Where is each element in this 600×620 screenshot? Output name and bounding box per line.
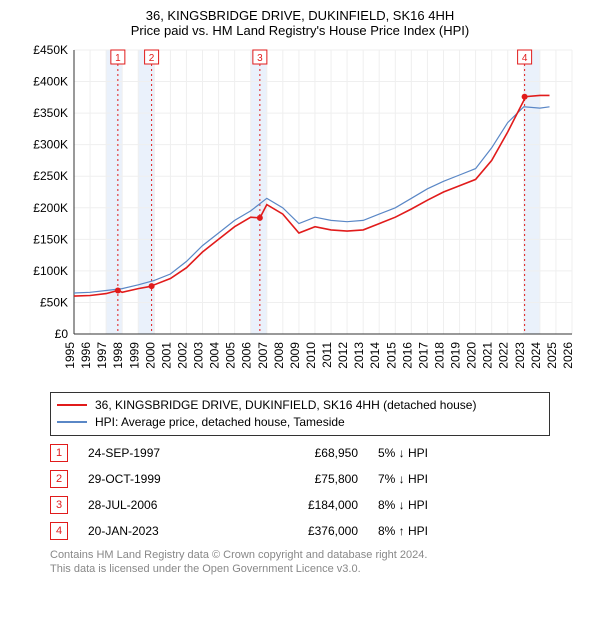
event-row: 1 24-SEP-1997 £68,950 5% ↓ HPI	[50, 444, 550, 462]
sale-point	[522, 94, 528, 100]
x-tick-label: 1995	[63, 342, 77, 369]
y-tick-label: £450K	[33, 44, 68, 57]
event-date: 24-SEP-1997	[88, 446, 228, 460]
chart-svg: £0 £50K £100K £150K £200K £250K £300K £350K £400…	[20, 44, 580, 384]
x-tick-label: 2004	[208, 342, 222, 369]
footer-line: Contains HM Land Registry data © Crown c…	[50, 548, 550, 562]
legend: 36, KINGSBRIDGE DRIVE, DUKINFIELD, SK16 …	[50, 392, 550, 436]
events-table: 1 24-SEP-1997 £68,950 5% ↓ HPI 2 29-OCT-1999 £…	[50, 444, 550, 540]
event-marker-number: 2	[149, 53, 155, 64]
event-row: 3 28-JUL-2006 £184,000 8% ↓ HPI	[50, 496, 550, 514]
x-tick-label: 2019	[449, 342, 463, 369]
x-tick-label: 2000	[143, 342, 157, 369]
legend-row: HPI: Average price, detached house, Tame…	[57, 414, 543, 431]
event-price: £376,000	[248, 524, 358, 538]
x-tick-label: 2016	[400, 342, 414, 369]
x-tick-label: 2008	[272, 342, 286, 369]
chart: £0 £50K £100K £150K £200K £250K £300K £350K £400…	[20, 44, 580, 384]
x-tick-label: 2010	[304, 342, 318, 369]
x-tick-label: 1998	[111, 342, 125, 369]
x-tick-label: 2024	[529, 342, 543, 369]
y-tick-label: £400K	[33, 75, 68, 89]
y-tick-label: £100K	[33, 264, 68, 278]
legend-label: HPI: Average price, detached house, Tame…	[95, 414, 345, 431]
x-tick-label: 2007	[256, 342, 270, 369]
x-tick-label: 1997	[95, 342, 109, 369]
x-tick-label: 2013	[352, 342, 366, 369]
y-tick-label: £250K	[33, 169, 68, 183]
event-number-box: 4	[50, 522, 68, 540]
y-tick-label: £200K	[33, 201, 68, 215]
y-tick-label: £300K	[33, 138, 68, 152]
event-hpi-diff: 8% ↑ HPI	[378, 524, 428, 538]
footer: Contains HM Land Registry data © Crown c…	[50, 548, 550, 577]
y-tick-label: £0	[55, 327, 69, 341]
legend-row: 36, KINGSBRIDGE DRIVE, DUKINFIELD, SK16 …	[57, 397, 543, 414]
x-tick-label: 2005	[224, 342, 238, 369]
event-hpi-diff: 7% ↓ HPI	[378, 472, 428, 486]
x-tick-label: 2011	[320, 342, 334, 368]
event-number-box: 3	[50, 496, 68, 514]
x-tick-label: 1996	[79, 342, 93, 369]
legend-label: 36, KINGSBRIDGE DRIVE, DUKINFIELD, SK16 …	[95, 397, 476, 414]
sale-point	[115, 287, 121, 293]
sale-point	[257, 215, 263, 221]
x-tick-label: 2026	[561, 342, 575, 369]
x-tick-label: 2023	[513, 342, 527, 369]
x-tick-label: 2002	[175, 342, 189, 369]
x-tick-label: 2003	[192, 342, 206, 369]
legend-swatch	[57, 404, 87, 406]
x-tick-label: 1999	[127, 342, 141, 369]
event-date: 28-JUL-2006	[88, 498, 228, 512]
event-date: 29-OCT-1999	[88, 472, 228, 486]
event-date: 20-JAN-2023	[88, 524, 228, 538]
shaded-band	[138, 50, 154, 334]
x-tick-label: 2015	[384, 342, 398, 369]
event-marker-number: 4	[522, 53, 528, 64]
y-tick-label: £350K	[33, 106, 68, 120]
x-tick-label: 2021	[481, 342, 495, 369]
x-tick-label: 2014	[368, 342, 382, 369]
event-price: £68,950	[248, 446, 358, 460]
event-number-box: 2	[50, 470, 68, 488]
event-hpi-diff: 8% ↓ HPI	[378, 498, 428, 512]
x-tick-label: 2017	[416, 342, 430, 369]
x-tick-label: 2025	[545, 342, 559, 369]
title-line1: 36, KINGSBRIDGE DRIVE, DUKINFIELD, SK16 …	[10, 8, 590, 23]
sale-point	[149, 283, 155, 289]
title-line2: Price paid vs. HM Land Registry's House …	[10, 23, 590, 38]
event-marker-number: 1	[115, 53, 121, 64]
y-tick-label: £50K	[40, 295, 68, 309]
event-price: £75,800	[248, 472, 358, 486]
x-tick-label: 2006	[240, 342, 254, 369]
x-tick-label: 2022	[497, 342, 511, 369]
legend-swatch	[57, 421, 87, 423]
event-row: 2 29-OCT-1999 £75,800 7% ↓ HPI	[50, 470, 550, 488]
event-row: 4 20-JAN-2023 £376,000 8% ↑ HPI	[50, 522, 550, 540]
x-tick-label: 2020	[465, 342, 479, 369]
event-price: £184,000	[248, 498, 358, 512]
footer-line: This data is licensed under the Open Gov…	[50, 562, 550, 576]
x-tick-label: 2012	[336, 342, 350, 369]
x-tick-label: 2018	[432, 342, 446, 369]
y-tick-label: £150K	[33, 232, 68, 246]
event-marker-number: 3	[257, 53, 263, 64]
event-hpi-diff: 5% ↓ HPI	[378, 446, 428, 460]
shaded-band	[524, 50, 540, 334]
shaded-band	[251, 50, 267, 334]
event-number-box: 1	[50, 444, 68, 462]
x-tick-label: 2009	[288, 342, 302, 369]
x-tick-label: 2001	[159, 342, 173, 369]
